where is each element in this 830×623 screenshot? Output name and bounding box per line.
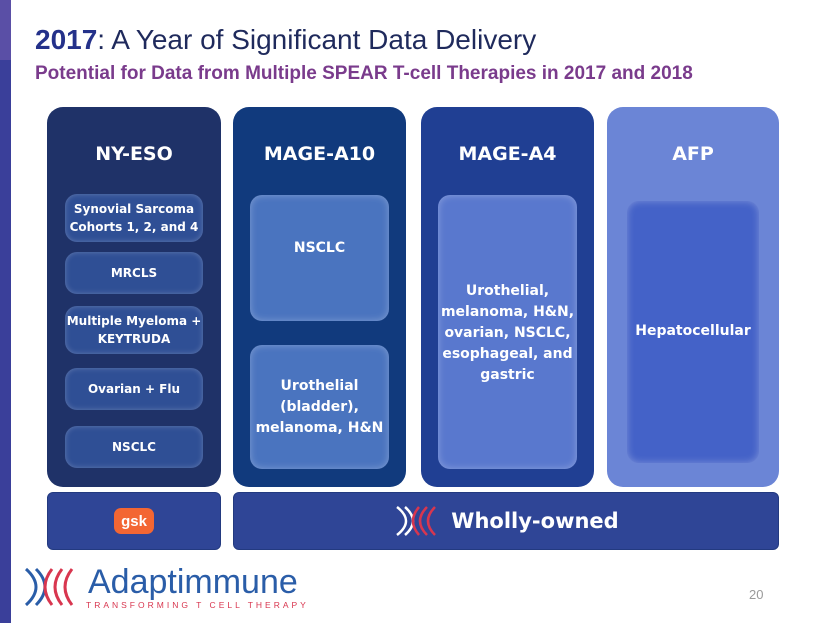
indication-line: gastric [480,367,535,383]
left-accent-bar [0,0,11,623]
partner-gsk-bar: gsk [47,492,221,550]
adaptimmune-logo: Adaptimmune TRANSFORMING T CELL THERAPY [22,563,306,615]
indication-line: MRCLS [110,266,158,280]
indication-line: KEYTRUDA [97,332,171,346]
slide-title: 2017: A Year of Significant Data Deliver… [35,24,536,56]
indication-line: Urothelial [280,377,359,394]
indication-box: Ovarian + Flu [65,368,203,410]
brand-tagline: TRANSFORMING T CELL THERAPY [86,600,309,610]
column-title: MAGE-A10 [263,143,376,165]
indication-line: Hepatocellular [635,323,751,339]
page-number: 20 [749,587,764,602]
brand-name: Adaptimmune [88,563,298,601]
title-year: 2017 [35,24,98,55]
indication-line: Synovial Sarcoma [73,202,195,216]
indication-box: Synovial Sarcoma Cohorts 1, 2, and 4 [65,194,203,242]
column-mage-a4: MAGE-A4 Urothelial, melanoma, H&N, ovari… [421,107,594,487]
indication-line: NSCLC [112,440,156,454]
adaptimmune-helix-icon [24,567,74,607]
column-title: MAGE-A4 [458,143,557,165]
indication-line: Ovarian + Flu [87,382,181,396]
indication-line: (bladder), [280,398,359,415]
indication-line: esophageal, and [442,346,573,362]
column-title: NY-ESO [95,143,173,165]
slide-subtitle: Potential for Data from Multiple SPEAR T… [35,63,693,84]
indication-line: Urothelial, [465,283,550,299]
indication-box: Multiple Myeloma + KEYTRUDA [65,306,203,354]
indication-box: Urothelial, melanoma, H&N, ovarian, NSCL… [438,195,577,469]
column-title: AFP [672,143,714,165]
gsk-logo-text: gsk [121,513,148,530]
left-accent-bar-top [0,0,11,60]
indication-box: Hepatocellular [627,201,759,463]
indication-box: NSCLC [65,426,203,468]
indication-box: MRCLS [65,252,203,294]
indication-line: ovarian, NSCLC, [444,325,571,341]
indication-line: melanoma, H&N [255,419,384,436]
indication-line: Cohorts 1, 2, and 4 [69,220,199,234]
column-mage-a10: MAGE-A10 NSCLC Urothelial (bladder), melan… [233,107,406,487]
gsk-logo-icon: gsk [114,508,154,534]
title-text: : A Year of Significant Data Delivery [97,24,537,55]
wholly-owned-bar: Wholly-owned [233,492,779,550]
wholly-owned-label: Wholly-owned [451,509,619,533]
column-ny-eso: NY-ESO Synovial Sarcoma Cohorts 1, 2, and… [47,107,221,487]
column-afp: AFP Hepatocellular [607,107,779,487]
indication-line: Multiple Myeloma + [66,314,202,328]
indication-box: Urothelial (bladder), melanoma, H&N [250,345,389,469]
indication-box: NSCLC [250,195,389,321]
adaptimmune-helix-icon [396,506,437,536]
indication-line: melanoma, H&N, [440,304,575,320]
indication-line: NSCLC [293,239,346,256]
